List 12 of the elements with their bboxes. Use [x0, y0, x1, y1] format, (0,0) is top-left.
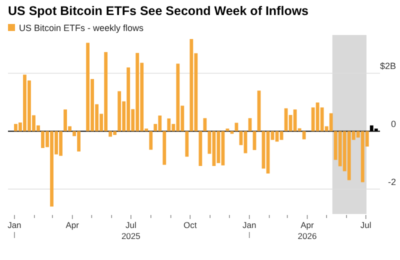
- x-tick-label: Jan: [242, 220, 256, 230]
- chart-title: US Spot Bitcoin ETFs See Second Week of Inflows: [8, 4, 309, 18]
- y-tick-label: 0: [390, 119, 396, 130]
- y-tick-label: $2B: [380, 61, 396, 72]
- x-tick-label: Jul 2025: [121, 220, 141, 241]
- x-tick-label: Oct: [184, 220, 198, 230]
- x-tick-label: Jul: [360, 220, 372, 230]
- y-tick-label: -2: [388, 177, 396, 188]
- x-tick-label: Jan: [8, 220, 22, 230]
- x-tick-label: Apr: [66, 220, 80, 230]
- legend-label: US Bitcoin ETFs - weekly flows: [19, 23, 144, 33]
- x-tick-label: Apr 2026: [298, 220, 317, 241]
